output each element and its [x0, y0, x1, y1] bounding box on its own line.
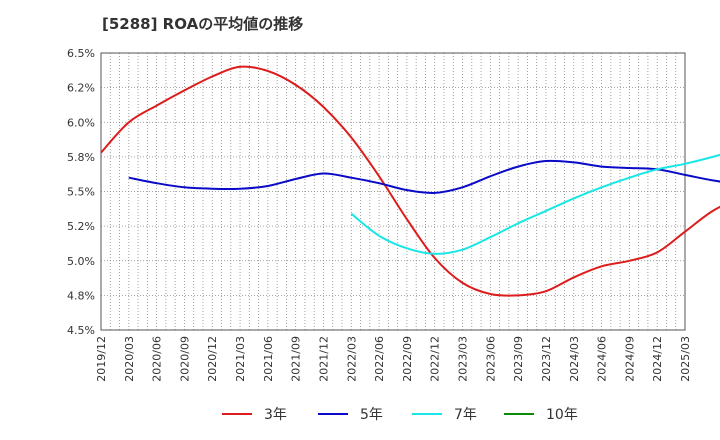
x-tick-label: 2021/09 [290, 336, 303, 382]
x-tick-label: 2020/09 [178, 336, 191, 382]
x-tick-label: 2021/12 [317, 336, 330, 382]
legend-label: 7年 [454, 407, 477, 423]
x-tick-label: 2024/03 [568, 336, 581, 382]
x-tick-label: 2020/03 [123, 336, 136, 382]
y-tick-label: 6.5% [67, 47, 95, 60]
y-tick-label: 6.0% [67, 116, 95, 129]
legend-label: 5年 [360, 407, 383, 423]
x-tick-label: 2024/06 [596, 336, 609, 382]
x-tick-label: 2022/09 [401, 336, 414, 382]
y-tick-label: 4.5% [67, 324, 95, 337]
x-tick-label: 2021/06 [262, 336, 275, 382]
x-tick-label: 2022/06 [373, 336, 386, 382]
x-tick-label: 2023/06 [484, 336, 497, 382]
x-tick-label: 2024/09 [623, 336, 636, 382]
x-tick-label: 2022/12 [429, 336, 442, 382]
series-line-5年 [128, 159, 720, 194]
y-tick-label: 5.5% [67, 186, 95, 199]
legend: 3年 5年 7年 10年 [222, 407, 578, 423]
x-tick-label: 2021/03 [234, 336, 247, 382]
y-tick-label: 6.2% [67, 82, 95, 95]
plot-frame [100, 52, 686, 331]
axes: 4.5% 4.8% 5.0% 5.2% 5.5% 5.8% 6.0% 6.2% 6.5% 2019… [67, 47, 692, 382]
y-tick-label: 4.8% [67, 289, 95, 302]
y-tick-label: 5.8% [67, 151, 95, 164]
series-lines [100, 65, 720, 297]
legend-label: 10年 [546, 407, 578, 423]
y-tick-label: 5.0% [67, 255, 95, 268]
x-tick-label: 2022/03 [345, 336, 358, 382]
x-tick-label: 2020/12 [206, 336, 219, 382]
series-line-7年 [350, 153, 720, 255]
x-tick-label: 2023/09 [512, 336, 525, 382]
x-tick-label: 2020/06 [151, 336, 164, 382]
x-tick-label: 2025/03 [679, 336, 692, 382]
x-tick-label: 2023/12 [540, 336, 553, 382]
x-tick-label: 2019/12 [95, 336, 108, 382]
x-tick-label: 2023/03 [457, 336, 470, 382]
y-tick-label: 5.2% [67, 220, 95, 233]
chart-title: [5288] ROAの平均値の推移 [102, 15, 303, 33]
x-tick-label: 2024/12 [651, 336, 664, 382]
series-line-3年 [100, 65, 720, 297]
legend-label: 3年 [264, 407, 287, 423]
